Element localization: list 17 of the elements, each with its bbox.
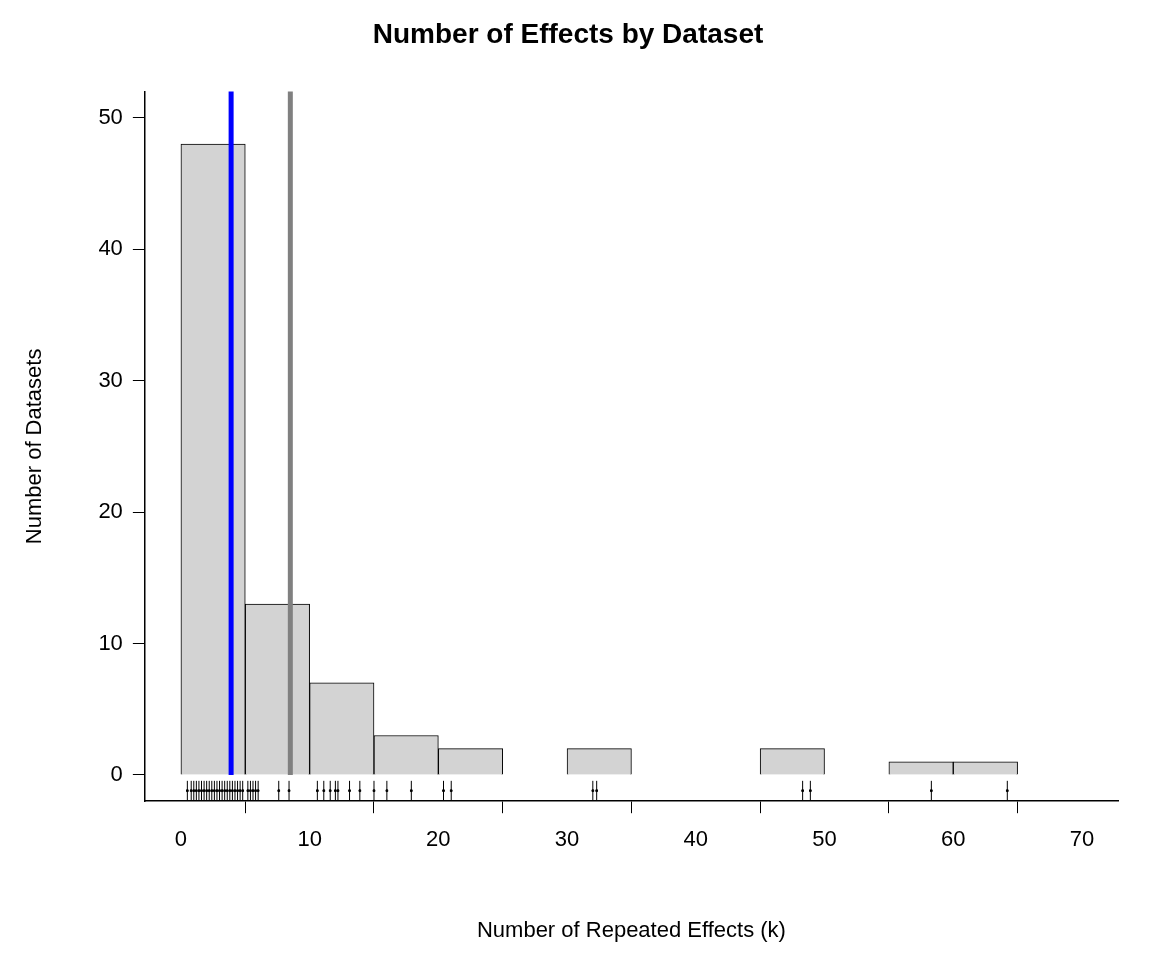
chart-title: Number of Effects by Dataset — [372, 17, 764, 49]
x-tick-label: 30 — [554, 826, 580, 852]
y-tick-label: 10 — [98, 629, 123, 655]
y-tick-label: 30 — [98, 366, 123, 392]
x-tick-label: 20 — [426, 826, 451, 852]
y-tick-label: 0 — [110, 760, 123, 786]
x-tick-label: 70 — [1069, 826, 1095, 852]
x-tick-label: 60 — [941, 826, 966, 852]
y-tick-label: 20 — [98, 498, 123, 524]
x-tick-label: 50 — [812, 826, 837, 852]
x-axis-title: Number of Repeated Effects (k) — [476, 916, 786, 942]
x-tick-label: 40 — [683, 826, 709, 852]
x-tick-label: 0 — [174, 826, 188, 852]
y-tick-label: 50 — [98, 103, 123, 129]
y-tick-label: 40 — [98, 235, 123, 261]
y-axis-title: Number of Datasets — [21, 348, 47, 545]
x-tick-label: 10 — [297, 826, 322, 852]
